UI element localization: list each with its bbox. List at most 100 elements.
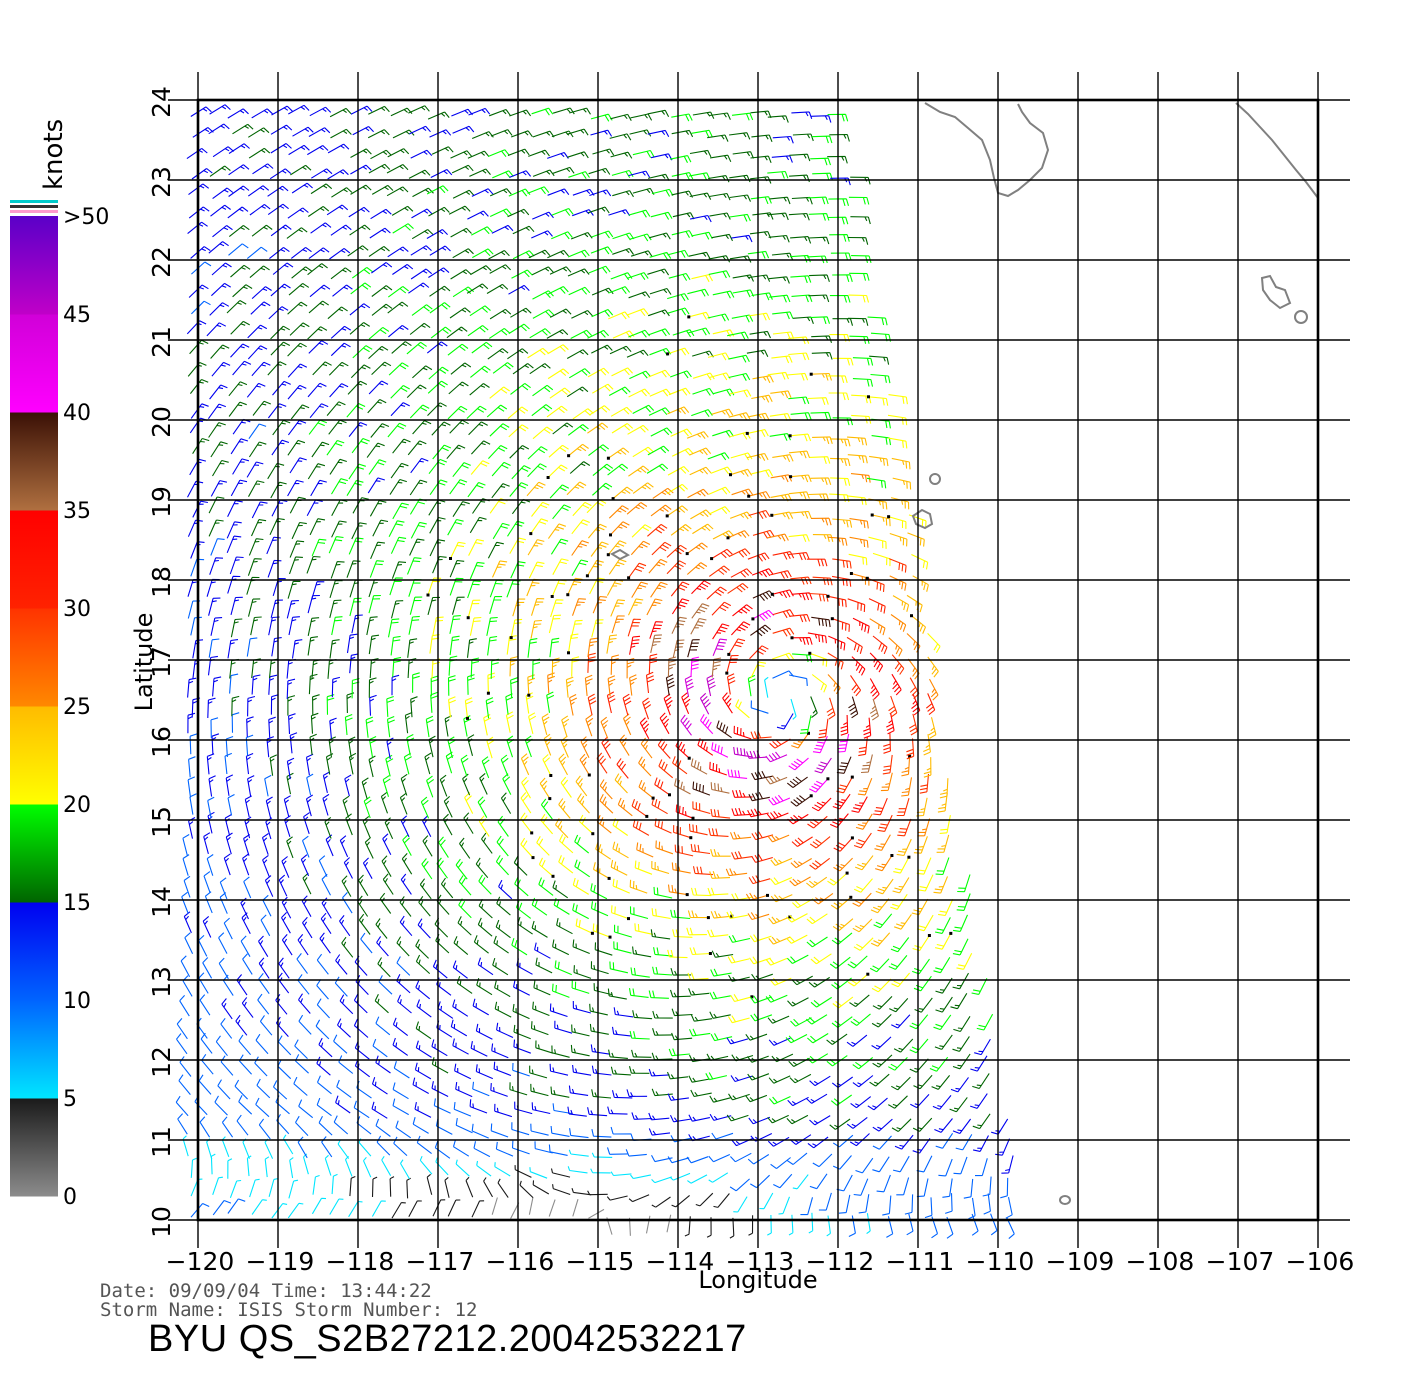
wind-barb bbox=[549, 266, 572, 275]
wind-barb bbox=[767, 1114, 789, 1124]
wind-barb bbox=[265, 796, 273, 819]
wind-barb bbox=[613, 941, 632, 954]
wind-barb bbox=[911, 898, 929, 916]
wind-barb bbox=[177, 1113, 188, 1135]
wind-barb bbox=[632, 149, 655, 158]
wind-barb bbox=[509, 656, 518, 677]
wind-barb bbox=[325, 834, 334, 857]
wind-barb bbox=[570, 1044, 590, 1057]
wind-barb bbox=[611, 423, 634, 434]
wind-barb bbox=[551, 983, 570, 998]
wind-barb bbox=[927, 656, 939, 678]
wind-barb bbox=[628, 388, 651, 398]
wind-barb bbox=[785, 1034, 808, 1044]
wind-barb bbox=[368, 245, 390, 257]
wind-barb bbox=[247, 695, 256, 717]
wind-barb bbox=[227, 108, 249, 119]
wind-barb bbox=[648, 407, 671, 416]
wind-barb bbox=[478, 899, 493, 919]
wind-barb bbox=[399, 792, 408, 815]
wind-barb bbox=[228, 164, 250, 176]
wind-barb bbox=[852, 617, 870, 634]
wind-barb bbox=[204, 891, 213, 914]
wind-barb bbox=[770, 493, 792, 502]
wind-barb bbox=[849, 994, 870, 1008]
wind-barb bbox=[283, 815, 291, 837]
wind-barb bbox=[667, 466, 690, 476]
wind-barb bbox=[267, 203, 289, 216]
wind-barb bbox=[706, 674, 716, 697]
wind-barb bbox=[829, 956, 851, 969]
wind-barb bbox=[772, 627, 795, 637]
wind-barb bbox=[627, 424, 649, 435]
wind-barb bbox=[539, 777, 551, 799]
wind-barb bbox=[211, 733, 220, 755]
wind-barb bbox=[767, 1214, 772, 1236]
colorbar-segment bbox=[10, 804, 58, 903]
wind-barb bbox=[670, 909, 691, 920]
wind-barb bbox=[489, 386, 511, 399]
wind-barb bbox=[790, 795, 812, 807]
wind-barb bbox=[747, 1154, 770, 1165]
wind-barb bbox=[416, 1135, 432, 1155]
y-tick-label: 22 bbox=[147, 246, 176, 278]
wind-barb bbox=[390, 600, 404, 619]
wind-barb bbox=[871, 978, 892, 993]
island-clipperton bbox=[1059, 1195, 1071, 1205]
wind-barb bbox=[735, 699, 750, 719]
wind-barb bbox=[450, 227, 472, 238]
wind-barb bbox=[491, 483, 510, 499]
wind-barb bbox=[242, 853, 250, 876]
wind-barb bbox=[827, 216, 849, 225]
wind-barb bbox=[307, 463, 326, 480]
wind-barb bbox=[489, 264, 511, 274]
wind-barb bbox=[227, 794, 235, 816]
wind-barb bbox=[600, 716, 609, 739]
wind-barb bbox=[606, 691, 616, 714]
wind-barb bbox=[567, 151, 589, 159]
wind-barb bbox=[188, 206, 210, 219]
wind-barb bbox=[751, 973, 773, 981]
rain-flag-marker bbox=[850, 775, 854, 779]
wind-barb bbox=[335, 954, 348, 975]
wind-barb bbox=[231, 712, 240, 733]
rain-flag-marker bbox=[808, 651, 812, 655]
y-tick-label: 18 bbox=[147, 566, 176, 598]
wind-barb bbox=[746, 452, 769, 461]
wind-barb bbox=[711, 233, 733, 242]
wind-barb bbox=[238, 1054, 253, 1075]
wind-barb bbox=[298, 1014, 312, 1035]
wind-barb bbox=[248, 441, 267, 458]
rain-flag-marker bbox=[788, 915, 792, 919]
wind-barb bbox=[970, 1055, 988, 1072]
wind-barb bbox=[608, 386, 631, 396]
wind-barb bbox=[281, 934, 293, 956]
wind-barb bbox=[287, 695, 296, 716]
wind-barb bbox=[712, 329, 735, 338]
wind-barb bbox=[473, 935, 489, 954]
wind-barb bbox=[477, 917, 493, 937]
wind-barb bbox=[569, 1128, 589, 1139]
wind-barb bbox=[569, 461, 591, 474]
wind-barb bbox=[872, 552, 891, 567]
wind-barb bbox=[852, 918, 873, 933]
wind-barb bbox=[670, 428, 693, 437]
wind-barb bbox=[728, 1093, 750, 1101]
wind-barb bbox=[310, 183, 333, 195]
wind-barb bbox=[917, 818, 931, 837]
wind-barb bbox=[617, 797, 633, 817]
colorbar-label: 30 bbox=[63, 597, 91, 622]
wind-barb bbox=[908, 713, 918, 736]
wind-barb bbox=[692, 350, 714, 358]
wind-barb bbox=[469, 561, 485, 580]
wind-barb bbox=[765, 957, 788, 966]
wind-barb bbox=[401, 853, 413, 875]
wind-barb bbox=[748, 875, 771, 885]
wind-barb bbox=[450, 362, 472, 375]
wind-barb bbox=[549, 308, 572, 318]
wind-barb bbox=[322, 793, 330, 816]
rain-flag-marker bbox=[587, 773, 591, 777]
wind-barb bbox=[369, 560, 384, 578]
wind-barb bbox=[230, 596, 243, 616]
wind-barb bbox=[540, 798, 553, 820]
